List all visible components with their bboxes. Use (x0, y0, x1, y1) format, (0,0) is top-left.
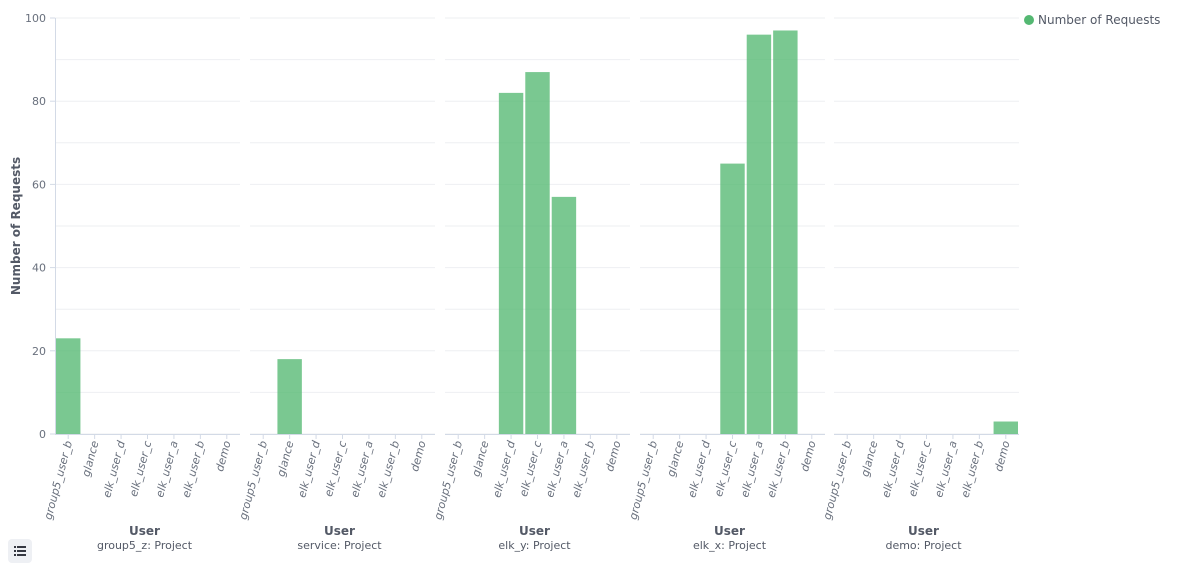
y-axis-title: Number of Requests (9, 157, 23, 295)
x-axis-title: User (714, 524, 745, 538)
list-icon (14, 546, 26, 556)
x-tick-label: elk_user_a (348, 439, 376, 499)
x-tick-label: elk_user_b (180, 439, 208, 499)
x-axis-title: User (519, 524, 550, 538)
y-tick-label: 100 (25, 12, 46, 25)
x-tick-label: elk_user_d (685, 438, 713, 499)
x-axis-title: User (129, 524, 160, 538)
x-axis-title: User (908, 524, 939, 538)
x-tick-label: demo (798, 439, 819, 473)
bar[interactable] (498, 92, 524, 434)
bar[interactable] (720, 163, 745, 434)
panel-title: service: Project (297, 539, 382, 552)
x-tick-label: elk_user_a (543, 439, 571, 499)
y-tick-label: 60 (32, 178, 46, 191)
bar[interactable] (56, 338, 81, 434)
panel-title: elk_y: Project (498, 539, 571, 552)
x-tick-label: elk_user_c (127, 439, 154, 498)
x-tick-label: glance (665, 439, 687, 478)
bar[interactable] (525, 72, 550, 434)
x-tick-label: elk_user_b (765, 439, 793, 499)
bar[interactable] (773, 30, 798, 434)
x-tick-label: group5_user_b (237, 439, 271, 521)
legend-label: Number of Requests (1038, 13, 1161, 27)
x-tick-label: group5_user_b (432, 439, 466, 521)
x-tick-label: glance (80, 439, 102, 478)
x-tick-label: demo (213, 439, 234, 473)
bar[interactable] (551, 196, 577, 434)
x-tick-label: elk_user_a (738, 439, 766, 499)
x-tick-label: elk_user_b (570, 439, 598, 499)
bar[interactable] (277, 359, 302, 434)
legend-toggle-button[interactable] (8, 539, 32, 563)
x-tick-label: elk_user_c (322, 439, 349, 498)
y-tick-label: 20 (32, 345, 46, 358)
x-tick-label: elk_user_d (295, 438, 323, 499)
x-tick-label: elk_user_a (932, 439, 960, 499)
x-tick-label: group5_user_b (821, 439, 855, 521)
x-tick-label: elk_user_b (959, 439, 987, 499)
panel-title: elk_x: Project (693, 539, 767, 552)
x-tick-label: glance (275, 439, 297, 478)
panel-title: demo: Project (885, 539, 962, 552)
x-tick-label: elk_user_d (100, 438, 128, 499)
x-tick-label: glance (470, 439, 492, 478)
y-tick-label: 40 (32, 262, 46, 275)
x-tick-label: elk_user_b (375, 439, 403, 499)
x-tick-label: elk_user_c (712, 439, 739, 498)
x-tick-label: group5_user_b (627, 439, 661, 521)
x-tick-label: elk_user_a (153, 439, 181, 499)
x-tick-label: elk_user_c (517, 439, 544, 498)
y-axis: 0 20 40 60 80 100 (25, 12, 56, 441)
x-tick-label: glance (859, 439, 881, 478)
panel-title: group5_z: Project (97, 539, 193, 552)
bar[interactable] (993, 421, 1018, 434)
x-axis-title: User (324, 524, 355, 538)
x-tick-label: elk_user_c (906, 439, 933, 498)
x-tick-label: elk_user_d (879, 438, 907, 499)
y-tick-label: 80 (32, 95, 46, 108)
x-tick-label: demo (992, 439, 1013, 473)
x-tick-label: elk_user_d (490, 438, 518, 499)
x-tick-label: group5_user_b (42, 439, 76, 521)
legend-dot-icon (1024, 15, 1034, 25)
x-tick-label: demo (408, 439, 429, 473)
x-tick-label: demo (603, 439, 624, 473)
bar[interactable] (746, 34, 772, 434)
y-tick-label: 0 (39, 428, 46, 441)
legend[interactable]: Number of Requests (1024, 13, 1160, 27)
